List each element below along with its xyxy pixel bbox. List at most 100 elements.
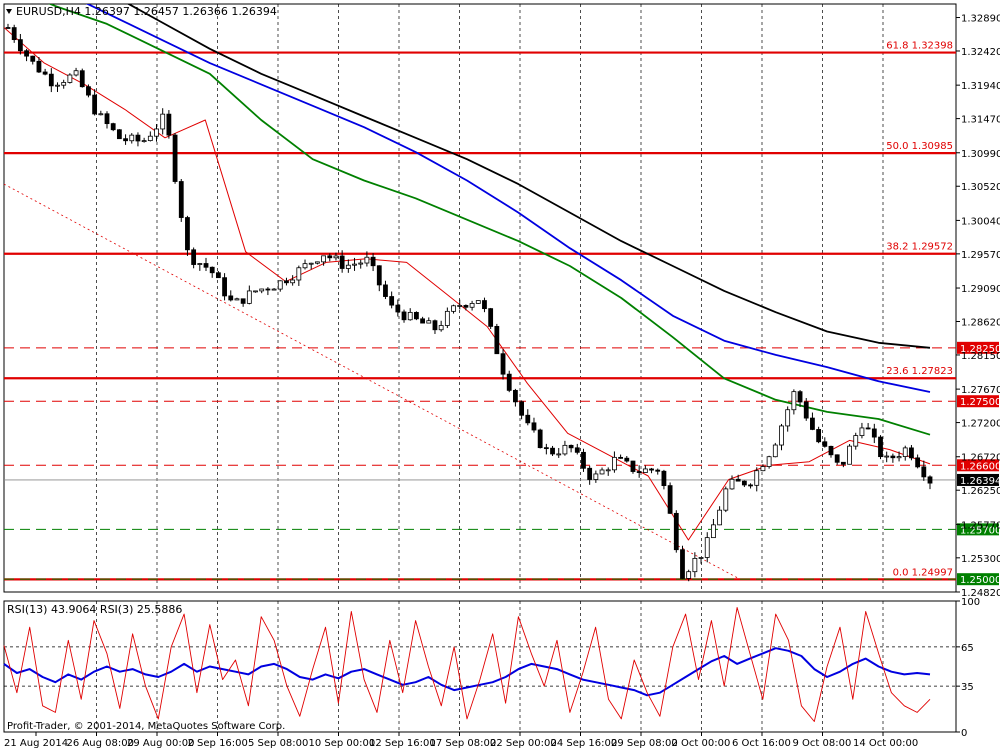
candle-body (141, 140, 147, 143)
candle-body (116, 129, 122, 140)
candle-body (426, 320, 432, 324)
candle-body (302, 263, 308, 269)
candle-body (314, 261, 320, 264)
candle-body (469, 303, 475, 308)
candle-body (543, 447, 549, 450)
candle-body (853, 435, 859, 447)
candle-body (160, 113, 166, 130)
trend-line (3, 183, 741, 580)
candle-body (191, 249, 197, 265)
price-tick-label: 1.25300 (961, 554, 1000, 565)
price-axis: 1.32890 1.32420 1.31940 1.31470 1.30990 1.305… (956, 14, 1000, 599)
rsi-lines (3, 607, 931, 722)
candle-body (61, 82, 67, 86)
horizontal-levels: 1.28250 1.27500 1.26600 1.25700 1.25000 1.263… (3, 51, 1000, 586)
candle-body (840, 461, 846, 465)
fib-label: 23.6 1.27823 (886, 366, 953, 377)
candle-body (463, 305, 469, 308)
candle-body (67, 74, 73, 83)
time-label: 21 Aug 2014 (4, 738, 68, 749)
candle-body (556, 453, 562, 456)
rsi-pane[interactable] (3, 600, 957, 733)
price-pane[interactable] (3, 3, 957, 593)
candle-body (618, 456, 624, 459)
candle-body (568, 444, 574, 449)
candle-body (147, 135, 153, 142)
candle-body (927, 476, 933, 484)
time-label: 10 Sep 00:00 (309, 738, 376, 749)
time-label: 17 Sep 08:00 (430, 738, 497, 749)
candle-body (513, 389, 518, 403)
candle-body (630, 460, 636, 472)
copyright-text: Profit-Trader, © 2001-2014, MetaQuotes S… (7, 721, 285, 732)
time-label: 5 Sep 08:00 (248, 738, 308, 749)
candle-body (457, 305, 463, 307)
candle-body (655, 469, 661, 472)
price-tick-label: 1.32420 (961, 47, 1000, 58)
candle-body (271, 288, 277, 291)
candle-body (432, 320, 438, 331)
candle-body (488, 308, 494, 327)
support-tag: 1.25000 (960, 575, 1000, 586)
candle-body (284, 280, 289, 284)
candle-body (500, 353, 506, 375)
candle-body (574, 447, 580, 453)
candle-body (42, 71, 48, 75)
support-tag: 1.25700 (960, 525, 1000, 536)
candle-body (135, 134, 141, 142)
candle-body (209, 266, 215, 274)
candle-body (86, 86, 91, 96)
resistance-tag: 1.28250 (960, 344, 1000, 355)
price-tick-label: 1.24820 (961, 588, 1000, 599)
fib-labels: 61.8 1.32398 50.0 1.30985 38.2 1.29572 23.6… (886, 41, 953, 579)
current-price-tag: 1.26394 (960, 476, 1000, 487)
candle-body (154, 128, 159, 137)
candle-body (865, 427, 871, 430)
candle-body (711, 524, 716, 539)
candle-body (364, 256, 370, 264)
candle-body (822, 441, 828, 447)
fib-label: 38.2 1.29572 (886, 242, 953, 253)
candle-body (896, 456, 902, 459)
price-tick-label: 1.31940 (961, 81, 1000, 92)
candle-body (494, 326, 500, 355)
candle-body (599, 469, 605, 475)
candle-body (785, 409, 791, 427)
resistance-tag-bg (957, 395, 999, 408)
candle-body (834, 454, 840, 463)
candle-body (203, 263, 209, 268)
candle-body (766, 456, 772, 467)
candle-body (215, 272, 221, 279)
price-tick-label: 1.25770 (961, 520, 1000, 531)
candle-body (352, 263, 357, 266)
candle-body (550, 447, 555, 455)
candle-body (593, 473, 599, 480)
resistance-tag: 1.27500 (960, 397, 1000, 408)
candle-body (259, 288, 265, 292)
candle-body (308, 262, 314, 265)
candle-body (265, 288, 271, 291)
candle-body (228, 295, 234, 301)
price-tick-label: 1.26250 (961, 486, 1000, 497)
rsi3-line (3, 607, 931, 722)
candle-body (847, 445, 852, 465)
candle-body (692, 557, 698, 573)
candle-body (605, 469, 611, 472)
resistance-tag: 1.26600 (960, 461, 1000, 472)
candle-body (921, 466, 927, 478)
candle-body (24, 50, 29, 57)
dropdown-triangle-icon[interactable] (6, 9, 12, 14)
candle-body (401, 311, 407, 321)
current-price-tag-bg (957, 473, 999, 486)
candle-body (178, 181, 184, 218)
candle-body (482, 300, 487, 310)
candle-body (816, 429, 822, 443)
candle-body (73, 70, 79, 76)
time-label: 2 Sep 16:00 (188, 738, 248, 749)
rsi-tick-label: 65 (961, 643, 974, 654)
candle-body (791, 391, 797, 411)
candle-body (389, 296, 395, 306)
time-label: 14 Oct 00:00 (853, 738, 918, 749)
